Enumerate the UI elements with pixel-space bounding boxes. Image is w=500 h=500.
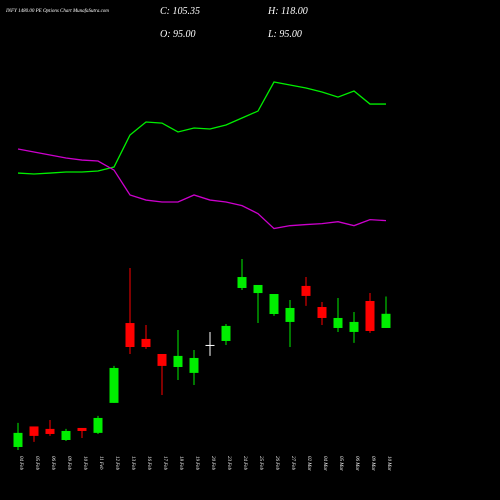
candle-body: [237, 277, 247, 288]
candle-body: [317, 307, 327, 318]
indicator-line: [17, 148, 387, 230]
x-tick-label: 26 Feb: [274, 456, 279, 471]
x-tick-label: 09 Feb: [66, 456, 71, 471]
chart-title: INFY 1480.00 PE Options Chart MunafaSutr…: [5, 9, 109, 14]
x-tick-label: 02 Mar: [306, 456, 311, 471]
x-tick-label: 18 Feb: [178, 456, 183, 471]
candle-body: [77, 427, 87, 431]
candle-body: [349, 321, 359, 332]
x-tick-label: 17 Feb: [162, 456, 167, 471]
x-tick-label: 20 Feb: [210, 456, 215, 471]
x-tick-label: 19 Feb: [194, 456, 199, 471]
candle-body: [45, 428, 55, 434]
candle-body: [205, 344, 215, 346]
candle-body: [285, 307, 295, 322]
x-tick-label: 06 Feb: [50, 456, 55, 471]
candle-body: [333, 317, 343, 328]
candle-body: [61, 430, 71, 441]
x-tick-label: 09 Mar: [370, 456, 375, 471]
low-label: L: 95.00: [267, 29, 302, 40]
candle-body: [365, 300, 375, 331]
indicator-line: [17, 81, 386, 175]
x-tick-label: 24 Feb: [242, 456, 247, 471]
candle-body: [109, 367, 119, 403]
x-tick-label: 04 Mar: [322, 456, 327, 471]
candle-body: [29, 426, 39, 436]
candle-body: [157, 353, 167, 366]
candle-body: [189, 357, 199, 373]
x-tick-label: 05 Feb: [34, 456, 39, 471]
x-tick-label: 11 Feb: [98, 456, 103, 470]
x-tick-label: 23 Feb: [226, 456, 231, 471]
candle-body: [93, 417, 103, 433]
candle-body: [141, 338, 151, 348]
x-tick-label: 25 Feb: [258, 456, 263, 471]
high-label: H: 118.00: [267, 6, 308, 17]
x-tick-label: 16 Feb: [146, 456, 151, 471]
x-tick-label: 12 Feb: [114, 456, 119, 471]
x-tick-label: 10 Mar: [386, 456, 391, 471]
open-label: O: 95.00: [160, 29, 196, 40]
x-tick-label: 27 Feb: [290, 456, 295, 471]
candle-body: [13, 432, 23, 447]
x-tick-label: 06 Mar: [354, 456, 359, 471]
candle-body: [173, 355, 183, 368]
x-tick-label: 13 Feb: [130, 456, 135, 471]
candle-body: [269, 294, 279, 315]
candle-body: [253, 284, 263, 294]
candle-body: [125, 323, 135, 348]
x-tick-label: 10 Feb: [82, 456, 87, 471]
close-label: C: 105.35: [160, 6, 200, 17]
candle-body: [301, 285, 311, 296]
candle-body: [221, 325, 231, 341]
x-tick-label: 05 Mar: [338, 456, 343, 471]
x-tick-label: 04 Feb: [18, 456, 23, 471]
candle-body: [381, 313, 391, 328]
